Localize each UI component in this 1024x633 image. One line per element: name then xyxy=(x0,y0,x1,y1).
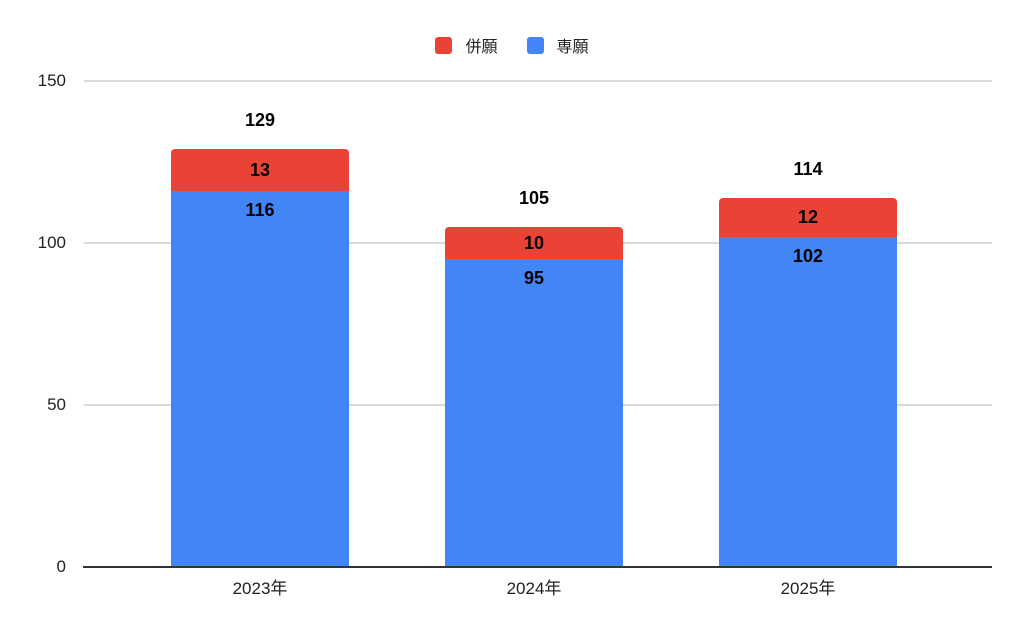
x-axis-label-2025: 2025年 xyxy=(780,579,836,598)
bar-segment-heigan-2024[interactable] xyxy=(445,226,623,260)
x-axis-label-2023: 2023年 xyxy=(232,579,288,598)
x-axis-line xyxy=(83,566,992,568)
legend-swatch-blue-icon xyxy=(526,36,544,54)
bar-label-heigan-2024: 10 xyxy=(523,232,545,253)
bar-segment-heigan-2023[interactable] xyxy=(171,149,349,192)
legend-item-heigan[interactable]: 併願 xyxy=(435,33,498,57)
legend-swatch-red-icon xyxy=(435,36,453,54)
bar-total-label-2024: 105 xyxy=(518,187,550,208)
bar-label-sengan-2025: 102 xyxy=(792,245,824,266)
chart-legend: 併願 専願 xyxy=(0,33,1024,57)
y-axis-label-0: 0 xyxy=(56,557,66,576)
legend-label-sengan: 専願 xyxy=(556,39,589,56)
bar-label-sengan-2023: 116 xyxy=(245,200,275,221)
legend-label-heigan: 併願 xyxy=(465,39,498,56)
bar-segment-sengan-2024[interactable] xyxy=(445,259,623,567)
y-axis-label-100: 100 xyxy=(37,233,66,252)
bar-total-label-2025: 114 xyxy=(793,158,823,179)
bar-label-heigan-2023: 13 xyxy=(249,160,271,181)
bar-segment-sengan-2023[interactable] xyxy=(171,191,349,567)
y-axis-label-50: 50 xyxy=(47,395,66,414)
y-axis-label-150: 150 xyxy=(37,71,66,90)
bar-segment-heigan-2025[interactable] xyxy=(719,197,897,237)
bar-segment-sengan-2025[interactable] xyxy=(719,236,897,567)
gridline-150 xyxy=(84,80,992,82)
bar-label-sengan-2024: 95 xyxy=(523,268,545,289)
bar-label-heigan-2025: 12 xyxy=(797,206,819,227)
legend-item-sengan[interactable]: 専願 xyxy=(526,33,589,57)
bar-total-label-2023: 129 xyxy=(244,110,276,131)
x-axis-label-2024: 2024年 xyxy=(506,579,562,598)
